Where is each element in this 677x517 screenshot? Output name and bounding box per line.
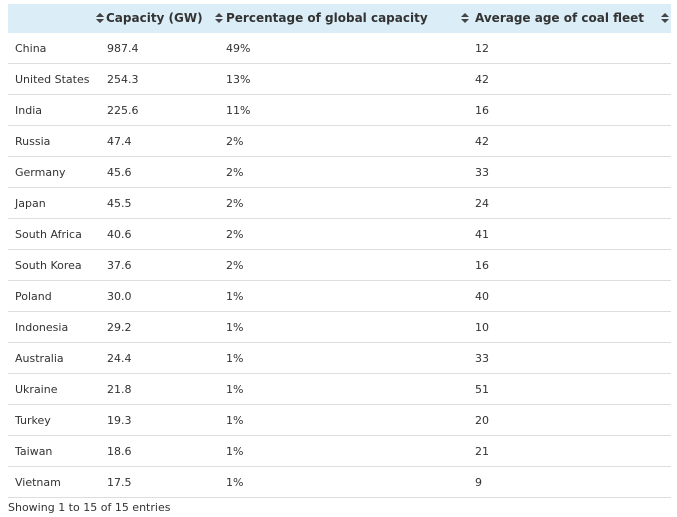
sort-icon (461, 13, 469, 24)
percentage-cell: 1% (216, 311, 465, 343)
country-cell: South Korea (8, 249, 100, 281)
capacity-cell: 254.3 (100, 63, 216, 95)
percentage-cell: 49% (216, 33, 465, 64)
table-row: Poland 30.0 1% 40 (8, 280, 671, 312)
capacity-cell: 30.0 (100, 280, 216, 312)
country-cell: United States (8, 63, 100, 95)
average-age-cell: 16 (465, 94, 671, 126)
average-age-cell: 12 (465, 33, 671, 64)
sort-icon (215, 13, 223, 24)
country-cell: Ukraine (8, 373, 100, 405)
capacity-cell: 45.6 (100, 156, 216, 188)
header-row: Capacity (GW) Percentage of global capac… (8, 4, 671, 33)
percentage-cell: 2% (216, 125, 465, 157)
capacity-cell: 45.5 (100, 187, 216, 219)
capacity-cell: 47.4 (100, 125, 216, 157)
capacity-cell: 19.3 (100, 404, 216, 436)
capacity-cell: 18.6 (100, 435, 216, 467)
percentage-cell: 1% (216, 435, 465, 467)
coal-capacity-table: Capacity (GW) Percentage of global capac… (8, 4, 671, 498)
percentage-cell: 1% (216, 404, 465, 436)
capacity-cell: 29.2 (100, 311, 216, 343)
table-header: Capacity (GW) Percentage of global capac… (8, 4, 671, 33)
country-cell: Japan (8, 187, 100, 219)
column-header-capacity[interactable]: Capacity (GW) (96, 4, 216, 33)
country-cell: Russia (8, 125, 100, 157)
country-cell: Turkey (8, 404, 100, 436)
table-row: Ukraine 21.8 1% 51 (8, 373, 671, 405)
table-row: United States 254.3 13% 42 (8, 63, 671, 95)
percentage-cell: 11% (216, 94, 465, 126)
average-age-cell: 33 (465, 342, 671, 374)
table-row: China 987.4 49% 12 (8, 33, 671, 64)
average-age-cell: 9 (465, 466, 671, 498)
average-age-cell: 20 (465, 404, 671, 436)
capacity-cell: 225.6 (100, 94, 216, 126)
percentage-cell: 2% (216, 156, 465, 188)
average-age-cell: 51 (465, 373, 671, 405)
capacity-cell: 40.6 (100, 218, 216, 250)
table-row: Russia 47.4 2% 42 (8, 125, 671, 157)
country-cell: Indonesia (8, 311, 100, 343)
capacity-cell: 37.6 (100, 249, 216, 281)
table-row: Vietnam 17.5 1% 9 (8, 466, 671, 498)
table-row: India 225.6 11% 16 (8, 94, 671, 126)
capacity-cell: 987.4 (100, 33, 216, 64)
column-header-percentage[interactable]: Percentage of global capacity (215, 4, 465, 33)
average-age-cell: 21 (465, 435, 671, 467)
column-header-country[interactable] (8, 4, 104, 33)
table-row: South Africa 40.6 2% 41 (8, 218, 671, 250)
percentage-cell: 1% (216, 280, 465, 312)
capacity-cell: 24.4 (100, 342, 216, 374)
sort-icon (96, 13, 104, 24)
percentage-cell: 2% (216, 187, 465, 219)
sort-icon (661, 13, 669, 24)
country-cell: Poland (8, 280, 100, 312)
table-row: Taiwan 18.6 1% 21 (8, 435, 671, 467)
table-row: Japan 45.5 2% 24 (8, 187, 671, 219)
table-row: Germany 45.6 2% 33 (8, 156, 671, 188)
table-row: Australia 24.4 1% 33 (8, 342, 671, 374)
average-age-cell: 42 (465, 125, 671, 157)
percentage-cell: 1% (216, 373, 465, 405)
country-cell: India (8, 94, 100, 126)
table-body: China 987.4 49% 12 United States 254.3 1… (8, 33, 671, 498)
table-row: Indonesia 29.2 1% 10 (8, 311, 671, 343)
country-cell: South Africa (8, 218, 100, 250)
percentage-cell: 1% (216, 342, 465, 374)
country-cell: Australia (8, 342, 100, 374)
country-cell: Germany (8, 156, 100, 188)
capacity-cell: 17.5 (100, 466, 216, 498)
table-info-text: Showing 1 to 15 of 15 entries (8, 501, 171, 514)
percentage-cell: 1% (216, 466, 465, 498)
column-header-average-age[interactable]: Average age of coal fleet (461, 4, 671, 33)
column-header-label: Capacity (GW) (106, 11, 203, 25)
average-age-cell: 40 (465, 280, 671, 312)
percentage-cell: 13% (216, 63, 465, 95)
data-table-container: Capacity (GW) Percentage of global capac… (8, 4, 671, 498)
average-age-cell: 16 (465, 249, 671, 281)
country-cell: Taiwan (8, 435, 100, 467)
country-cell: Vietnam (8, 466, 100, 498)
column-header-label: Average age of coal fleet (475, 11, 645, 25)
average-age-cell: 24 (465, 187, 671, 219)
capacity-cell: 21.8 (100, 373, 216, 405)
average-age-cell: 10 (465, 311, 671, 343)
average-age-cell: 41 (465, 218, 671, 250)
table-row: Turkey 19.3 1% 20 (8, 404, 671, 436)
column-header-label: Percentage of global capacity (226, 11, 428, 25)
average-age-cell: 42 (465, 63, 671, 95)
table-row: South Korea 37.6 2% 16 (8, 249, 671, 281)
average-age-cell: 33 (465, 156, 671, 188)
percentage-cell: 2% (216, 218, 465, 250)
country-cell: China (8, 33, 100, 64)
percentage-cell: 2% (216, 249, 465, 281)
